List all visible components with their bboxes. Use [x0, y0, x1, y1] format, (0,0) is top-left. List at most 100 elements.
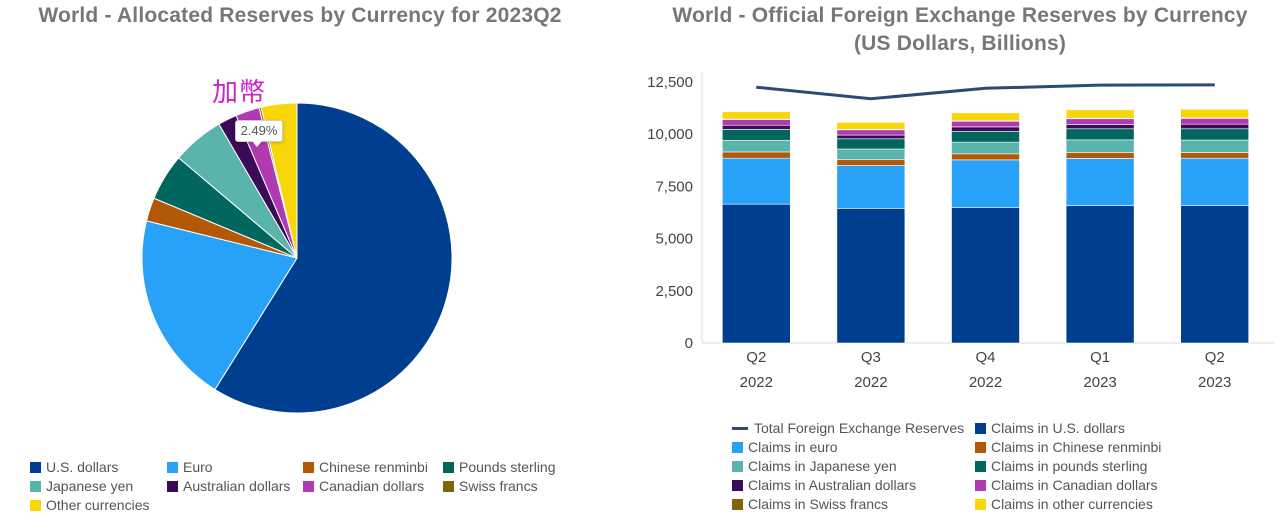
bar-segment-claims-in-other-currencies[interactable]	[722, 111, 791, 120]
x-tick-quarter: Q4	[975, 349, 995, 366]
bar-segment-claims-in-australian-dollars[interactable]	[722, 124, 791, 130]
bar-segment-claims-in-chinese-renminbi[interactable]	[1065, 152, 1135, 159]
legend-item-australian-dollars[interactable]: Australian dollars	[167, 477, 290, 495]
bar-segment-claims-in-australian-dollars[interactable]	[1065, 124, 1135, 130]
legend-swatch	[167, 480, 178, 492]
legend-item-chinese-renminbi[interactable]: Chinese renminbi	[303, 458, 428, 476]
bar-segment-claims-in-euro[interactable]	[722, 157, 791, 205]
bar-segment-claims-in-chinese-renminbi[interactable]	[1180, 152, 1250, 159]
bar-segment-claims-in-euro[interactable]	[836, 165, 906, 209]
legend-swatch	[732, 441, 743, 453]
legend-label: Euro	[183, 459, 213, 475]
bar-segment-claims-in-japanese-yen[interactable]	[951, 141, 1020, 155]
bar-segment-claims-in-canadian-dollars[interactable]	[722, 119, 791, 126]
legend-item-claims-in-pounds-sterling[interactable]: Claims in pounds sterling	[975, 457, 1147, 475]
pie-chart	[141, 102, 453, 414]
bar-segment-claims-in-u-s-dollars[interactable]	[1065, 205, 1135, 344]
bar-segment-claims-in-japanese-yen[interactable]	[722, 139, 791, 153]
bar-segment-claims-in-u-s-dollars[interactable]	[836, 208, 906, 344]
legend-item-canadian-dollars[interactable]: Canadian dollars	[303, 477, 424, 495]
y-tick-label: 12,500	[647, 74, 693, 91]
bar-segment-claims-in-canadian-dollars[interactable]	[1180, 118, 1250, 125]
pie-slice-euro[interactable]	[141, 220, 298, 391]
y-tick-label: 7,500	[655, 178, 693, 195]
bar-chart-title-line1: World - Official Foreign Exchange Reserv…	[672, 4, 1248, 27]
bar-chart-panel: World - Official Foreign Exchange Reserv…	[610, 0, 1280, 526]
bar-segment-claims-in-other-currencies[interactable]	[1065, 109, 1135, 119]
bar-segment-claims-in-euro[interactable]	[951, 159, 1020, 208]
legend-label: U.S. dollars	[46, 459, 119, 475]
y-tick-label: 5,000	[655, 231, 693, 248]
legend-label: Claims in U.S. dollars	[991, 420, 1125, 436]
x-tick-quarter: Q2	[1205, 349, 1225, 366]
legend-swatch	[732, 479, 743, 491]
bar-segment-claims-in-australian-dollars[interactable]	[836, 134, 906, 140]
pie-slice-u-s-dollars[interactable]	[214, 102, 453, 414]
bar-segment-claims-in-u-s-dollars[interactable]	[1180, 205, 1250, 344]
bar-segment-claims-in-u-s-dollars[interactable]	[722, 203, 791, 344]
bar-segment-claims-in-pounds-sterling[interactable]	[1065, 128, 1135, 141]
legend-item-claims-in-other-currencies[interactable]: Claims in other currencies	[975, 495, 1153, 513]
bar-segment-claims-in-euro[interactable]	[1180, 157, 1250, 206]
bar-segment-claims-in-pounds-sterling[interactable]	[722, 129, 791, 141]
bar-segment-claims-in-other-currencies[interactable]	[951, 112, 1020, 122]
legend-label: Claims in Australian dollars	[748, 477, 917, 493]
legend-item-u-s-dollars[interactable]: U.S. dollars	[30, 458, 118, 476]
legend-item-claims-in-euro[interactable]: Claims in euro	[732, 438, 837, 456]
bar-segment-claims-in-pounds-sterling[interactable]	[836, 138, 906, 150]
legend-label: Total Foreign Exchange Reserves	[754, 420, 965, 436]
legend-item-claims-in-swiss-francs[interactable]: Claims in Swiss francs	[732, 495, 888, 513]
bar-segment-claims-in-pounds-sterling[interactable]	[951, 130, 1020, 143]
x-tick-year: 2023	[1083, 374, 1116, 391]
legend-item-total-foreign-exchange-reserves[interactable]: Total Foreign Exchange Reserves	[732, 419, 964, 437]
legend-item-claims-in-canadian-dollars[interactable]: Claims in Canadian dollars	[975, 476, 1158, 494]
bar-segment-claims-in-canadian-dollars[interactable]	[951, 120, 1020, 128]
bar-segment-claims-in-canadian-dollars[interactable]	[836, 129, 906, 136]
bar-segment-claims-in-chinese-renminbi[interactable]	[951, 153, 1020, 161]
legend-label: Claims in Japanese yen	[748, 458, 897, 474]
pie-chart-panel: World - Allocated Reserves by Currency f…	[0, 0, 610, 526]
legend-label: Japanese yen	[46, 478, 134, 494]
bar-segment-claims-in-chinese-renminbi[interactable]	[722, 151, 791, 159]
legend-swatch	[975, 479, 986, 491]
bar-segment-claims-in-canadian-dollars[interactable]	[1065, 118, 1135, 125]
bar-chart-subtitle: (US Dollars, Billions)	[853, 32, 1067, 55]
legend-swatch	[167, 461, 178, 473]
bar-segment-claims-in-euro[interactable]	[1065, 158, 1135, 206]
legend-label: Other currencies	[46, 497, 150, 513]
bar-segment-claims-in-other-currencies[interactable]	[1180, 108, 1250, 119]
legend-label: Chinese renminbi	[319, 459, 428, 475]
bar-segment-claims-in-japanese-yen[interactable]	[1180, 139, 1250, 153]
x-tick-quarter: Q3	[861, 349, 881, 366]
bar-segment-claims-in-australian-dollars[interactable]	[1180, 123, 1250, 130]
legend-swatch	[975, 498, 986, 510]
legend-item-other-currencies[interactable]: Other currencies	[30, 496, 149, 514]
legend-item-claims-in-chinese-renminbi[interactable]: Claims in Chinese renminbi	[975, 438, 1161, 456]
legend-swatch	[732, 498, 743, 510]
legend-item-claims-in-u-s-dollars[interactable]: Claims in U.S. dollars	[975, 419, 1125, 437]
legend-item-claims-in-japanese-yen[interactable]: Claims in Japanese yen	[732, 457, 897, 475]
legend-item-euro[interactable]: Euro	[167, 458, 213, 476]
bar-segment-claims-in-pounds-sterling[interactable]	[1180, 128, 1250, 141]
legend-swatch	[303, 461, 314, 473]
legend-item-claims-in-australian-dollars[interactable]: Claims in Australian dollars	[732, 476, 916, 494]
x-tick-year: 2023	[1198, 374, 1231, 391]
legend-label: Claims in other currencies	[991, 496, 1153, 512]
x-tick-year: 2022	[740, 374, 773, 391]
legend-swatch	[975, 460, 986, 472]
total-reserves-line[interactable]	[756, 83, 1215, 101]
legend-label: Claims in euro	[748, 439, 838, 455]
pie-annotation: 加幣	[212, 78, 267, 108]
legend-item-pounds-sterling[interactable]: Pounds sterling	[443, 458, 556, 476]
bar-segment-claims-in-japanese-yen[interactable]	[836, 148, 906, 160]
legend-label: Pounds sterling	[459, 459, 556, 475]
legend-item-japanese-yen[interactable]: Japanese yen	[30, 477, 133, 495]
bar-segment-claims-in-chinese-renminbi[interactable]	[836, 159, 906, 166]
pie-chart-title: World - Allocated Reserves by Currency f…	[38, 4, 562, 27]
legend-label: Canadian dollars	[319, 478, 425, 494]
bar-segment-claims-in-australian-dollars[interactable]	[951, 126, 1020, 132]
bar-segment-claims-in-japanese-yen[interactable]	[1065, 139, 1135, 153]
bar-segment-claims-in-u-s-dollars[interactable]	[951, 207, 1020, 344]
bar-segment-claims-in-other-currencies[interactable]	[836, 122, 906, 130]
legend-item-swiss-francs[interactable]: Swiss francs	[443, 477, 538, 495]
